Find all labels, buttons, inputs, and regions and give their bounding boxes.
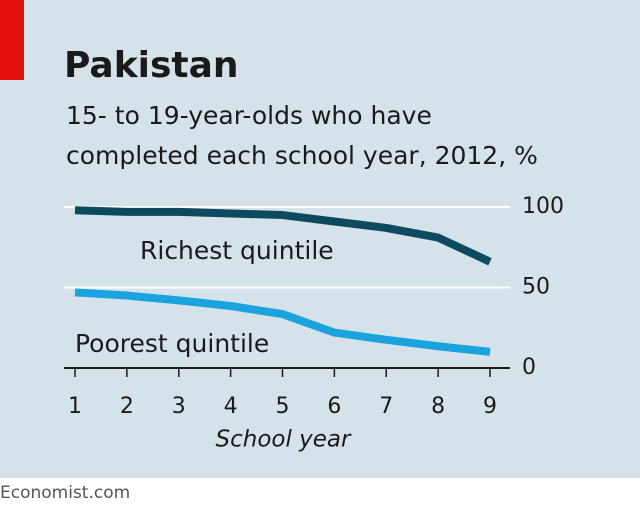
chart-title: Pakistan <box>64 45 239 86</box>
x-tick-label: 7 <box>379 394 393 419</box>
x-tick-label: 9 <box>483 394 497 419</box>
x-tick-label: 1 <box>68 394 82 419</box>
subtitle: 15- to 19-year-olds who have <box>66 101 432 130</box>
series-line <box>74 288 491 356</box>
x-axis-label: School year <box>216 427 353 453</box>
background <box>0 0 640 478</box>
x-tick-label: 2 <box>120 394 134 419</box>
footer-background <box>0 478 640 512</box>
x-tick-label: 5 <box>276 394 290 419</box>
red-tag <box>0 0 24 80</box>
series-line <box>74 206 492 266</box>
series-label: Richest quintile <box>140 236 334 265</box>
x-tick-label: 4 <box>224 394 238 419</box>
y-tick-label: 50 <box>522 275 550 300</box>
y-tick-label: 0 <box>522 355 536 380</box>
subtitle: completed each school year, 2012, % <box>66 141 538 170</box>
x-tick-label: 3 <box>172 394 186 419</box>
x-tick-label: 8 <box>431 394 445 419</box>
series-label: Poorest quintile <box>75 329 269 358</box>
x-tick-label: 6 <box>327 394 341 419</box>
y-tick-label: 100 <box>522 194 564 219</box>
source: Economist.com <box>0 483 130 503</box>
